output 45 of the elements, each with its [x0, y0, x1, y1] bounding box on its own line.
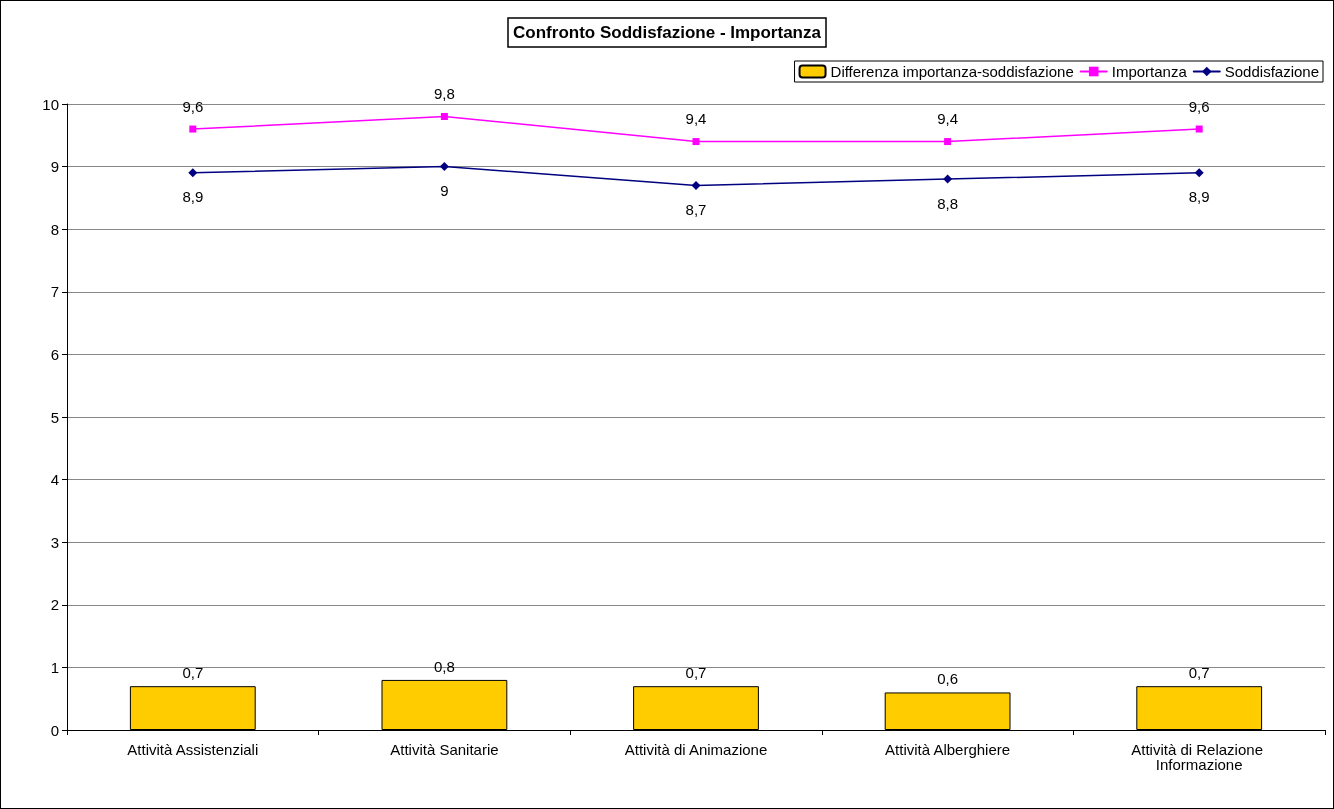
data-label: 9,6 — [182, 97, 204, 115]
point — [943, 174, 953, 184]
legend-label: Differenza importanza-soddisfazione — [830, 63, 1074, 80]
x-tick-label: Attività Sanitarie — [390, 741, 499, 758]
data-label: 8,8 — [937, 194, 959, 212]
x-tick-label: Attività Alberghiere — [885, 741, 1011, 758]
point — [944, 138, 952, 146]
y-tick-label: 10 — [42, 95, 59, 113]
data-label: 9 — [440, 182, 449, 200]
y-tick-label: 5 — [50, 408, 59, 426]
legend-label: Soddisfazione — [1224, 63, 1319, 80]
y-tick-label: 7 — [50, 283, 59, 301]
data-label: 0,8 — [433, 657, 455, 675]
y-tick-label: 4 — [50, 471, 59, 489]
data-label: 8,9 — [182, 188, 204, 206]
data-label: 9,4 — [937, 110, 959, 128]
point — [188, 168, 198, 178]
data-label: 0,7 — [685, 664, 707, 682]
point — [1194, 168, 1204, 178]
data-label: 8,7 — [685, 200, 707, 218]
point — [691, 180, 701, 190]
data-label: 0,7 — [182, 664, 204, 682]
x-tick-label: Attività di Relazione Informazione — [1131, 741, 1268, 773]
x-tick-label: Attività Assistenziali — [127, 741, 259, 758]
data-label: 0,6 — [937, 670, 959, 688]
data-label: 8,9 — [1188, 188, 1210, 206]
y-tick-label: 8 — [50, 220, 59, 238]
point — [1195, 125, 1203, 133]
data-label: 9,6 — [1188, 97, 1210, 115]
y-tick-label: 1 — [50, 658, 59, 676]
y-tick-label: 2 — [50, 596, 59, 614]
point — [692, 138, 700, 146]
y-tick-label: 9 — [50, 158, 59, 176]
y-tick-label: 0 — [50, 721, 59, 739]
legend-label: Importanza — [1111, 63, 1188, 80]
point — [189, 125, 197, 133]
data-label: 9,8 — [433, 85, 455, 103]
y-tick-label: 3 — [50, 533, 59, 551]
chart-title: Confronto Soddisfazione - Importanza — [513, 23, 822, 42]
point — [440, 113, 448, 121]
point — [439, 162, 449, 172]
x-tick-label: Attività di Animazione — [624, 741, 768, 758]
y-tick-label: 6 — [50, 345, 59, 363]
data-label: 9,4 — [685, 110, 707, 128]
data-label: 0,7 — [1188, 664, 1210, 682]
